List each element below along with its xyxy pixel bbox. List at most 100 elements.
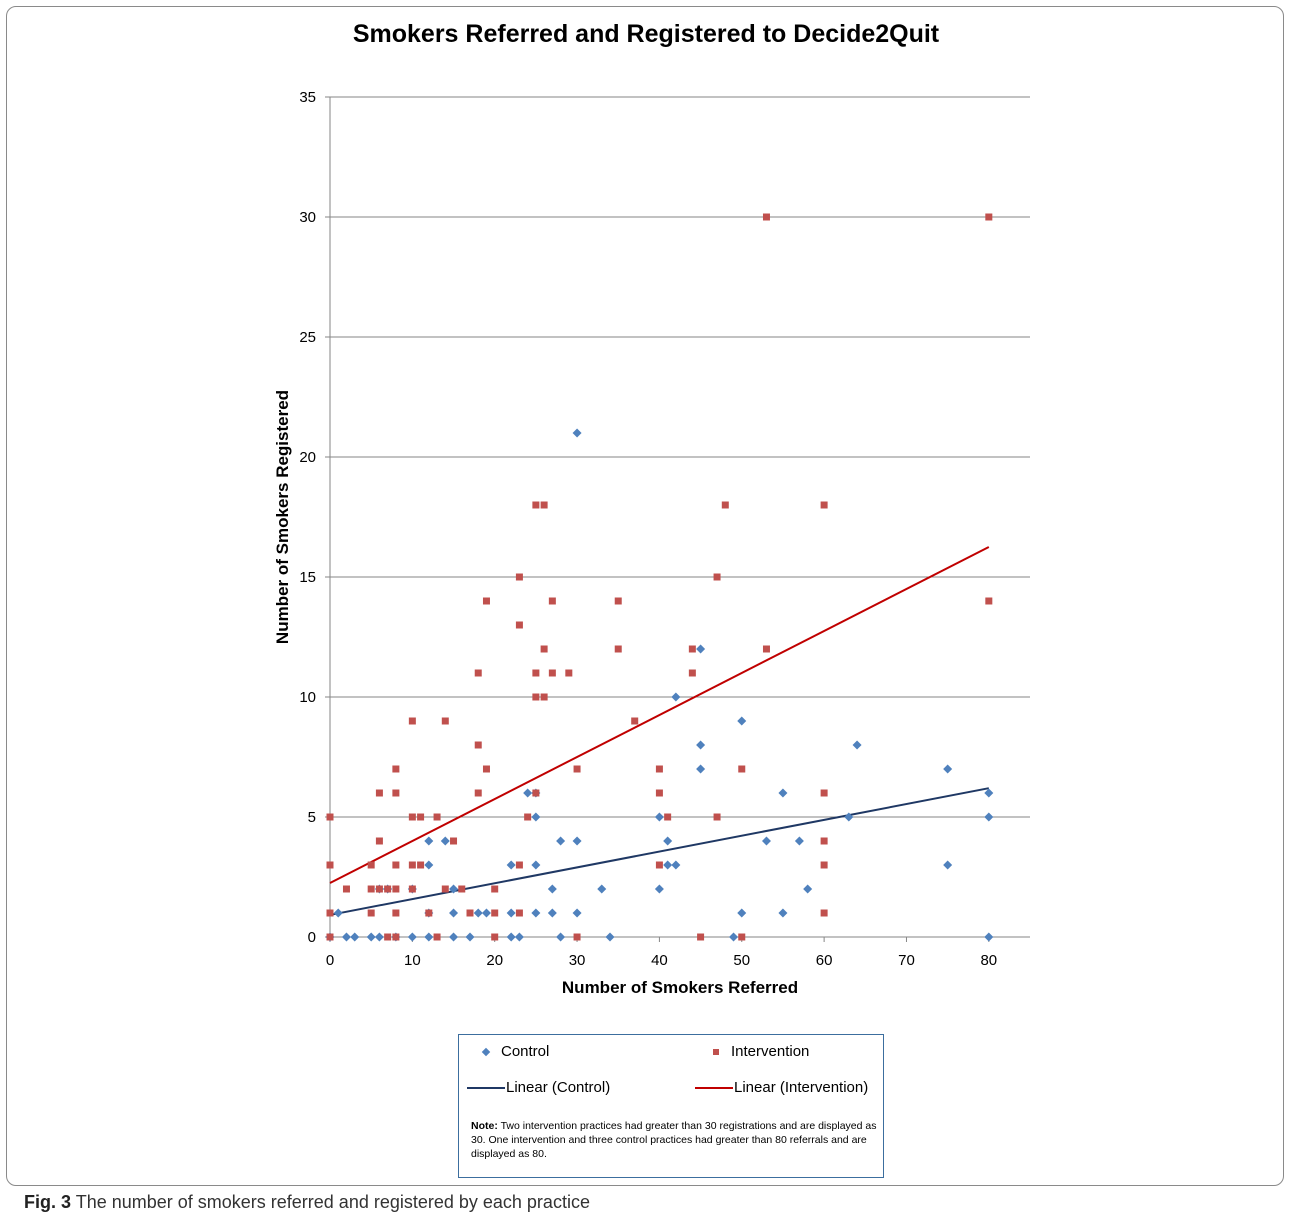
figure-caption: Fig. 3 The number of smokers referred an… — [24, 1192, 590, 1213]
control-point — [794, 836, 804, 846]
x-tick-label: 30 — [569, 952, 586, 969]
intervention-point — [985, 213, 993, 221]
legend-note: Note: Two intervention practices had gre… — [471, 1119, 879, 1161]
intervention-point — [820, 789, 828, 797]
control-point — [350, 932, 360, 942]
x-tick-label: 70 — [898, 952, 915, 969]
figure-frame — [6, 6, 1284, 1186]
control-point — [556, 932, 566, 942]
control-point — [852, 740, 862, 750]
intervention-point — [655, 789, 663, 797]
control-point — [506, 908, 516, 918]
diamond-marker-icon — [481, 1047, 491, 1057]
control-point — [605, 932, 615, 942]
control-point — [547, 884, 557, 894]
intervention-point — [474, 741, 482, 749]
intervention-point — [482, 597, 490, 605]
control-point — [514, 932, 524, 942]
control-point — [671, 692, 681, 702]
legend-label-linear-intervention: Linear (Intervention) — [734, 1079, 869, 1096]
control-point — [407, 932, 417, 942]
intervention-point — [326, 813, 334, 821]
control-point — [440, 836, 450, 846]
legend-label-linear-control: Linear (Control) — [506, 1079, 611, 1096]
control-point — [778, 908, 788, 918]
intervention-point — [540, 501, 548, 509]
control-point — [341, 932, 351, 942]
intervention-point — [697, 933, 705, 941]
y-axis-title: Number of Smokers Registered — [273, 389, 292, 645]
intervention-point — [573, 765, 581, 773]
x-tick-label: 20 — [486, 952, 503, 969]
intervention-point — [762, 213, 770, 221]
control-point — [984, 812, 994, 822]
control-point — [424, 932, 434, 942]
control-point — [531, 812, 541, 822]
intervention-point — [458, 885, 466, 893]
intervention-point — [433, 813, 441, 821]
x-tick-label: 10 — [404, 952, 421, 969]
control-point — [572, 428, 582, 438]
y-tick-label: 30 — [299, 209, 316, 226]
intervention-point — [326, 861, 334, 869]
intervention-point — [474, 669, 482, 677]
intervention-point — [532, 693, 540, 701]
control-point — [449, 884, 459, 894]
control-point — [449, 908, 459, 918]
control-point — [943, 860, 953, 870]
control-point — [671, 860, 681, 870]
control-point — [597, 884, 607, 894]
control-point — [984, 932, 994, 942]
control-point — [844, 812, 854, 822]
control-point — [654, 884, 664, 894]
x-tick-label: 60 — [816, 952, 833, 969]
intervention-point — [392, 765, 400, 773]
control-point — [481, 908, 491, 918]
legend-entry-linear-intervention: Linear (Intervention) — [695, 1079, 868, 1096]
intervention-point — [417, 861, 425, 869]
intervention-point — [466, 909, 474, 917]
figure-caption-text: The number of smokers referred and regis… — [75, 1192, 590, 1212]
intervention-point — [375, 789, 383, 797]
control-point — [572, 836, 582, 846]
line-sample-icon — [695, 1087, 733, 1090]
intervention-point — [664, 813, 672, 821]
intervention-point — [820, 909, 828, 917]
y-tick-label: 25 — [299, 329, 316, 346]
legend-note-label: Note: — [471, 1120, 498, 1132]
intervention-point — [392, 861, 400, 869]
intervention-point — [326, 909, 334, 917]
intervention-point — [655, 861, 663, 869]
control-point — [696, 764, 706, 774]
intervention-point — [491, 933, 499, 941]
legend-label-intervention: Intervention — [731, 1043, 810, 1060]
intervention-point — [820, 861, 828, 869]
intervention-point — [540, 693, 548, 701]
control-point — [333, 908, 343, 918]
x-tick-label: 40 — [651, 952, 668, 969]
intervention-point — [738, 933, 746, 941]
control-point — [696, 740, 706, 750]
control-point — [663, 836, 673, 846]
control-point — [506, 932, 516, 942]
control-point — [531, 860, 541, 870]
control-point — [778, 788, 788, 798]
intervention-point — [532, 501, 540, 509]
chart-title: Smokers Referred and Registered to Decid… — [352, 20, 940, 48]
intervention-point — [565, 669, 573, 677]
legend-entry-control: Control — [477, 1043, 549, 1060]
intervention-point — [524, 813, 532, 821]
intervention-point — [342, 885, 350, 893]
intervention-point — [515, 909, 523, 917]
intervention-point — [375, 885, 383, 893]
intervention-point — [614, 597, 622, 605]
y-tick-label: 35 — [299, 89, 316, 106]
control-point — [506, 860, 516, 870]
control-point — [654, 812, 664, 822]
intervention-point — [820, 501, 828, 509]
intervention-point — [482, 765, 490, 773]
intervention-point — [392, 885, 400, 893]
control-point — [374, 932, 384, 942]
intervention-point — [367, 861, 375, 869]
